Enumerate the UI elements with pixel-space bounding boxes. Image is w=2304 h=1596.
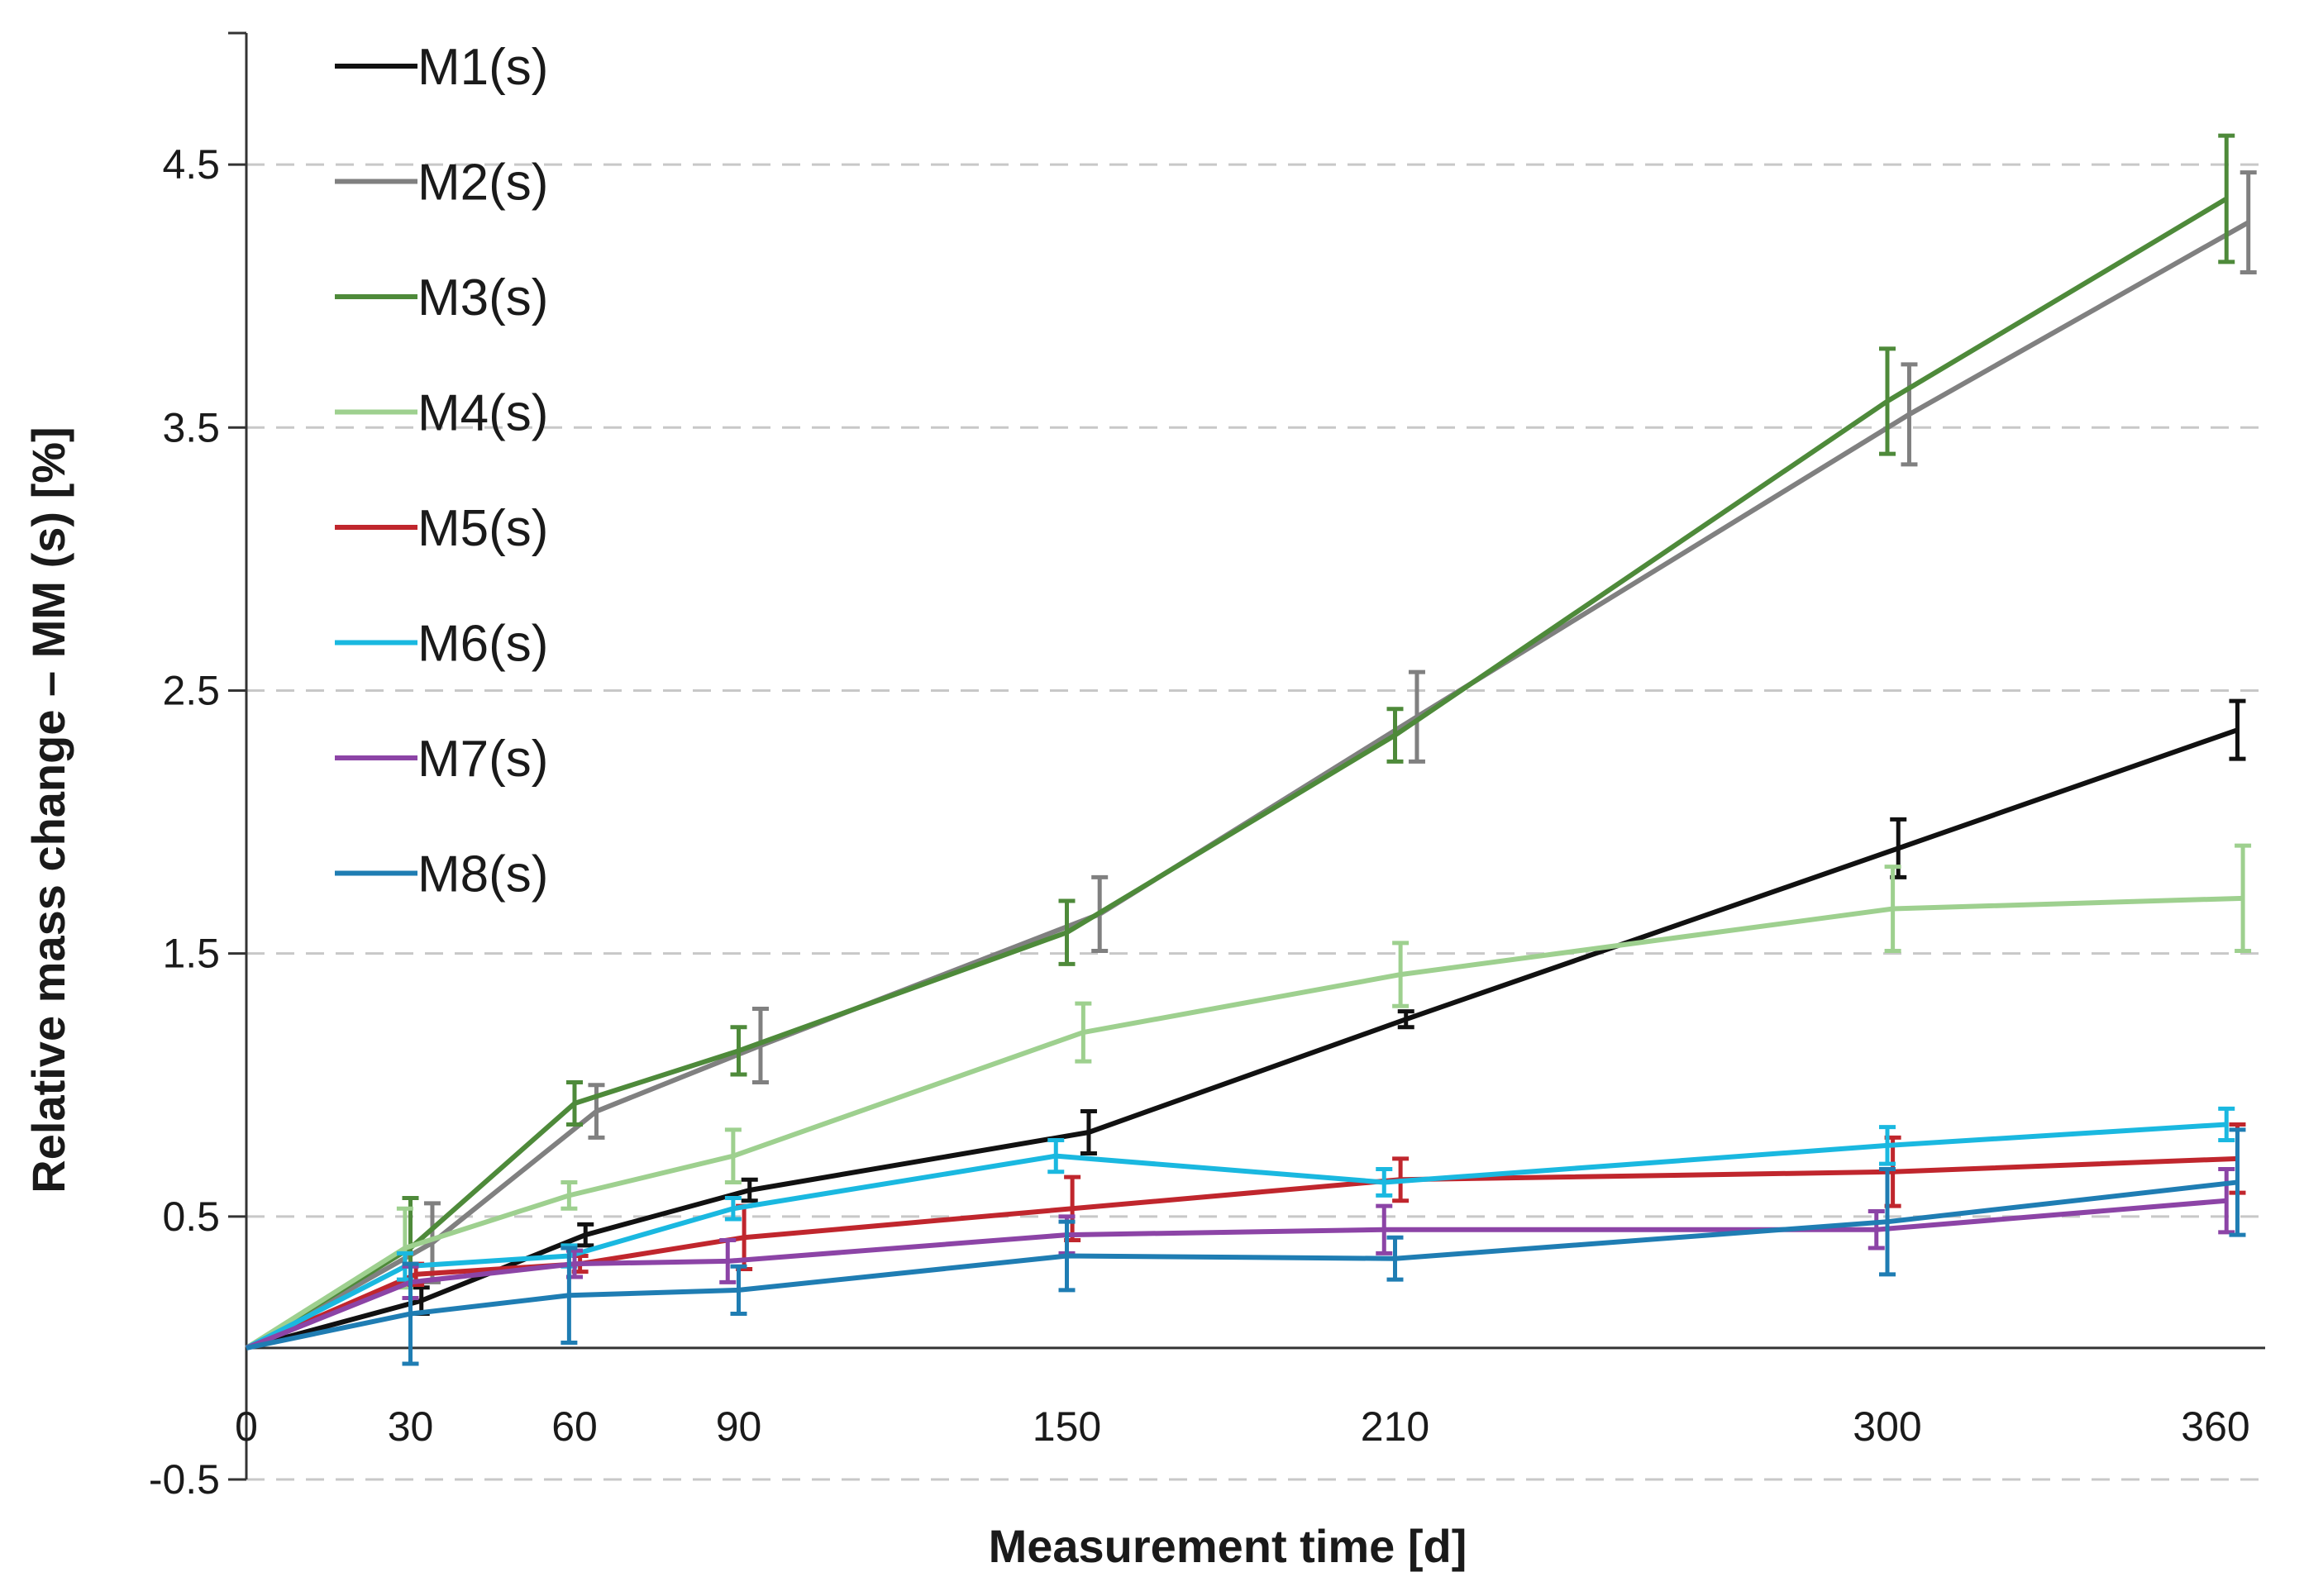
series-8 [246, 1127, 2246, 1366]
legend-label: M2(s) [417, 155, 548, 212]
legend-item: M8(s) [335, 846, 548, 903]
x-tick-label: 210 [1361, 1403, 1429, 1450]
legend-item: M5(s) [335, 500, 548, 557]
y-axis-title: Relative mass change – MM (s) [%] [22, 426, 74, 1193]
x-axis-title: Measurement time [d] [989, 1520, 1467, 1572]
y-tick-label: 4.5 [162, 141, 220, 188]
legend-item: M7(s) [335, 731, 548, 788]
legend: M1(s) M2(s) M3(s) M4(s) M5(s) M6(s) M7(s) M8(s) [335, 39, 548, 903]
legend-label: M3(s) [417, 269, 548, 326]
legend-label: M7(s) [417, 731, 548, 788]
series-line [245, 196, 2228, 1351]
legend-label: M5(s) [417, 500, 548, 557]
series-5 [245, 1122, 2246, 1351]
y-tick-label: 3.5 [162, 404, 220, 450]
series-line [246, 1179, 2238, 1351]
series-line [245, 1155, 2238, 1351]
legend-label: M6(s) [417, 616, 548, 673]
x-tick-label: 0 [235, 1403, 258, 1450]
axes [228, 31, 2265, 1481]
legend-item: M4(s) [335, 385, 548, 442]
series-line [245, 1198, 2227, 1351]
y-tick-label: 2.5 [162, 667, 220, 713]
legend-item: M1(s) [335, 39, 548, 96]
y-tick-label: -0.5 [149, 1456, 220, 1503]
series-1 [246, 698, 2246, 1351]
series-4 [245, 843, 2252, 1351]
x-tick-label: 360 [2181, 1403, 2249, 1450]
y-tick-label: 1.5 [162, 931, 220, 977]
series-line [246, 727, 2239, 1351]
x-tick-label: 300 [1853, 1403, 1921, 1450]
legend-item: M3(s) [335, 269, 548, 326]
series-group [245, 133, 2257, 1366]
series-line [245, 895, 2244, 1351]
series-line [245, 1122, 2227, 1351]
legend-item: M6(s) [335, 616, 548, 673]
x-tick-label: 30 [388, 1403, 434, 1450]
x-tick-label: 90 [716, 1403, 762, 1450]
x-tick-label: 60 [551, 1403, 598, 1450]
y-tick-label: 0.5 [162, 1193, 220, 1240]
x-tick-label: 150 [1033, 1403, 1101, 1450]
legend-label: M1(s) [417, 39, 548, 96]
legend-label: M8(s) [417, 846, 548, 903]
legend-label: M4(s) [417, 385, 548, 442]
series-6 [245, 1106, 2235, 1351]
legend-item: M2(s) [335, 155, 548, 212]
gridlines [246, 163, 2265, 1481]
tick-labels: -0.5 0.5 1.5 2.5 3.5 4.5 0 30 60 90 150 210 300 360 [149, 141, 2250, 1503]
